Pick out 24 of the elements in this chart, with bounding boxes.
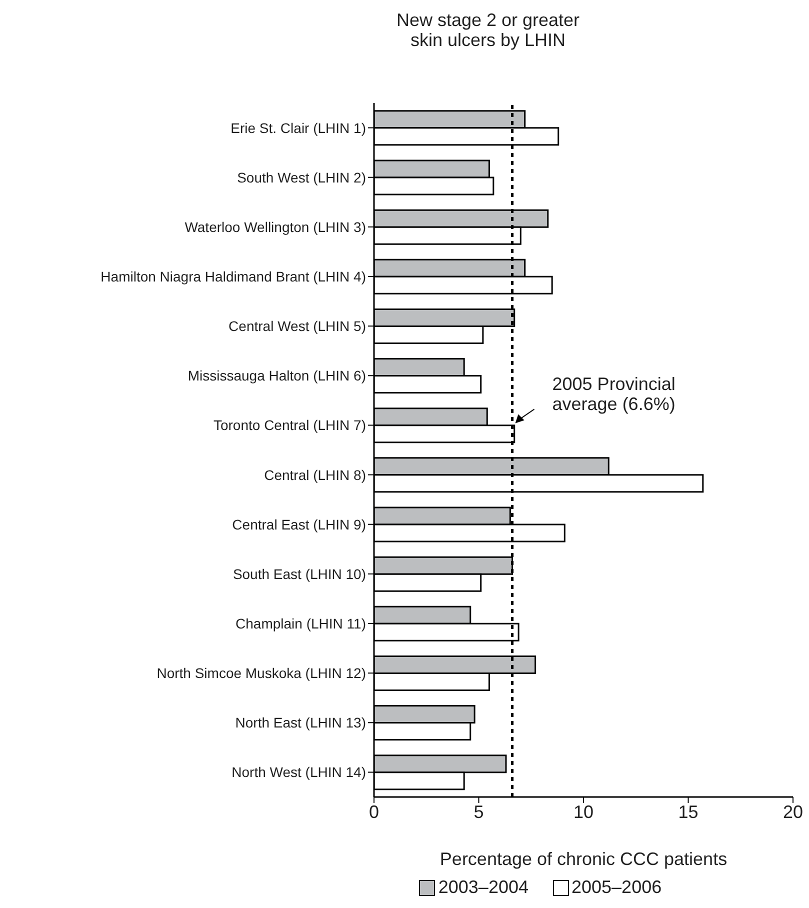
y-tick-label: North East (LHIN 13)	[235, 714, 366, 731]
y-tick-label: North West (LHIN 14)	[232, 764, 366, 780]
y-tick-label: Central West (LHIN 5)	[228, 318, 366, 334]
x-tick-label: 15	[678, 802, 698, 822]
y-tick-label: North Simcoe Muskoka (LHIN 12)	[156, 665, 366, 682]
x-tick-label: 5	[474, 802, 484, 822]
y-tick-label: Toronto Central (LHIN 7)	[213, 417, 366, 434]
x-tick-label: 0	[368, 802, 380, 822]
x-tick-label: 10	[573, 802, 594, 822]
y-tick-label: Mississauga Halton (LHIN 6)	[188, 368, 366, 384]
y-tick-label: South East (LHIN 10)	[232, 566, 366, 582]
y-tick-label: Waterloo Wellington (LHIN 3)	[184, 218, 366, 235]
y-tick-label: South West (LHIN 2)	[237, 169, 366, 186]
legend-label: 2003–2004	[437, 877, 528, 898]
y-tick-label: Erie St. Clair (LHIN 1)	[230, 120, 366, 136]
chart-title: New stage 2 or greater skin ulcers by LHIN	[395, 10, 581, 50]
x-tick-label: 20	[782, 802, 804, 822]
y-tick-label: Hamilton Niagra Haldimand Brant (LHIN 4)	[100, 268, 366, 284]
x-axis-title: Percentage of chronic CCC patients	[440, 849, 728, 869]
annotation: 2005 Provincial average (6.6%)	[552, 374, 676, 414]
y-tick-label: Central (LHIN 8)	[264, 466, 366, 483]
y-tick-label: Champlain (LHIN 11)	[236, 615, 366, 632]
y-tick-label: Central East (LHIN 9)	[232, 516, 366, 532]
legend-label: 2005–2006	[570, 877, 662, 898]
